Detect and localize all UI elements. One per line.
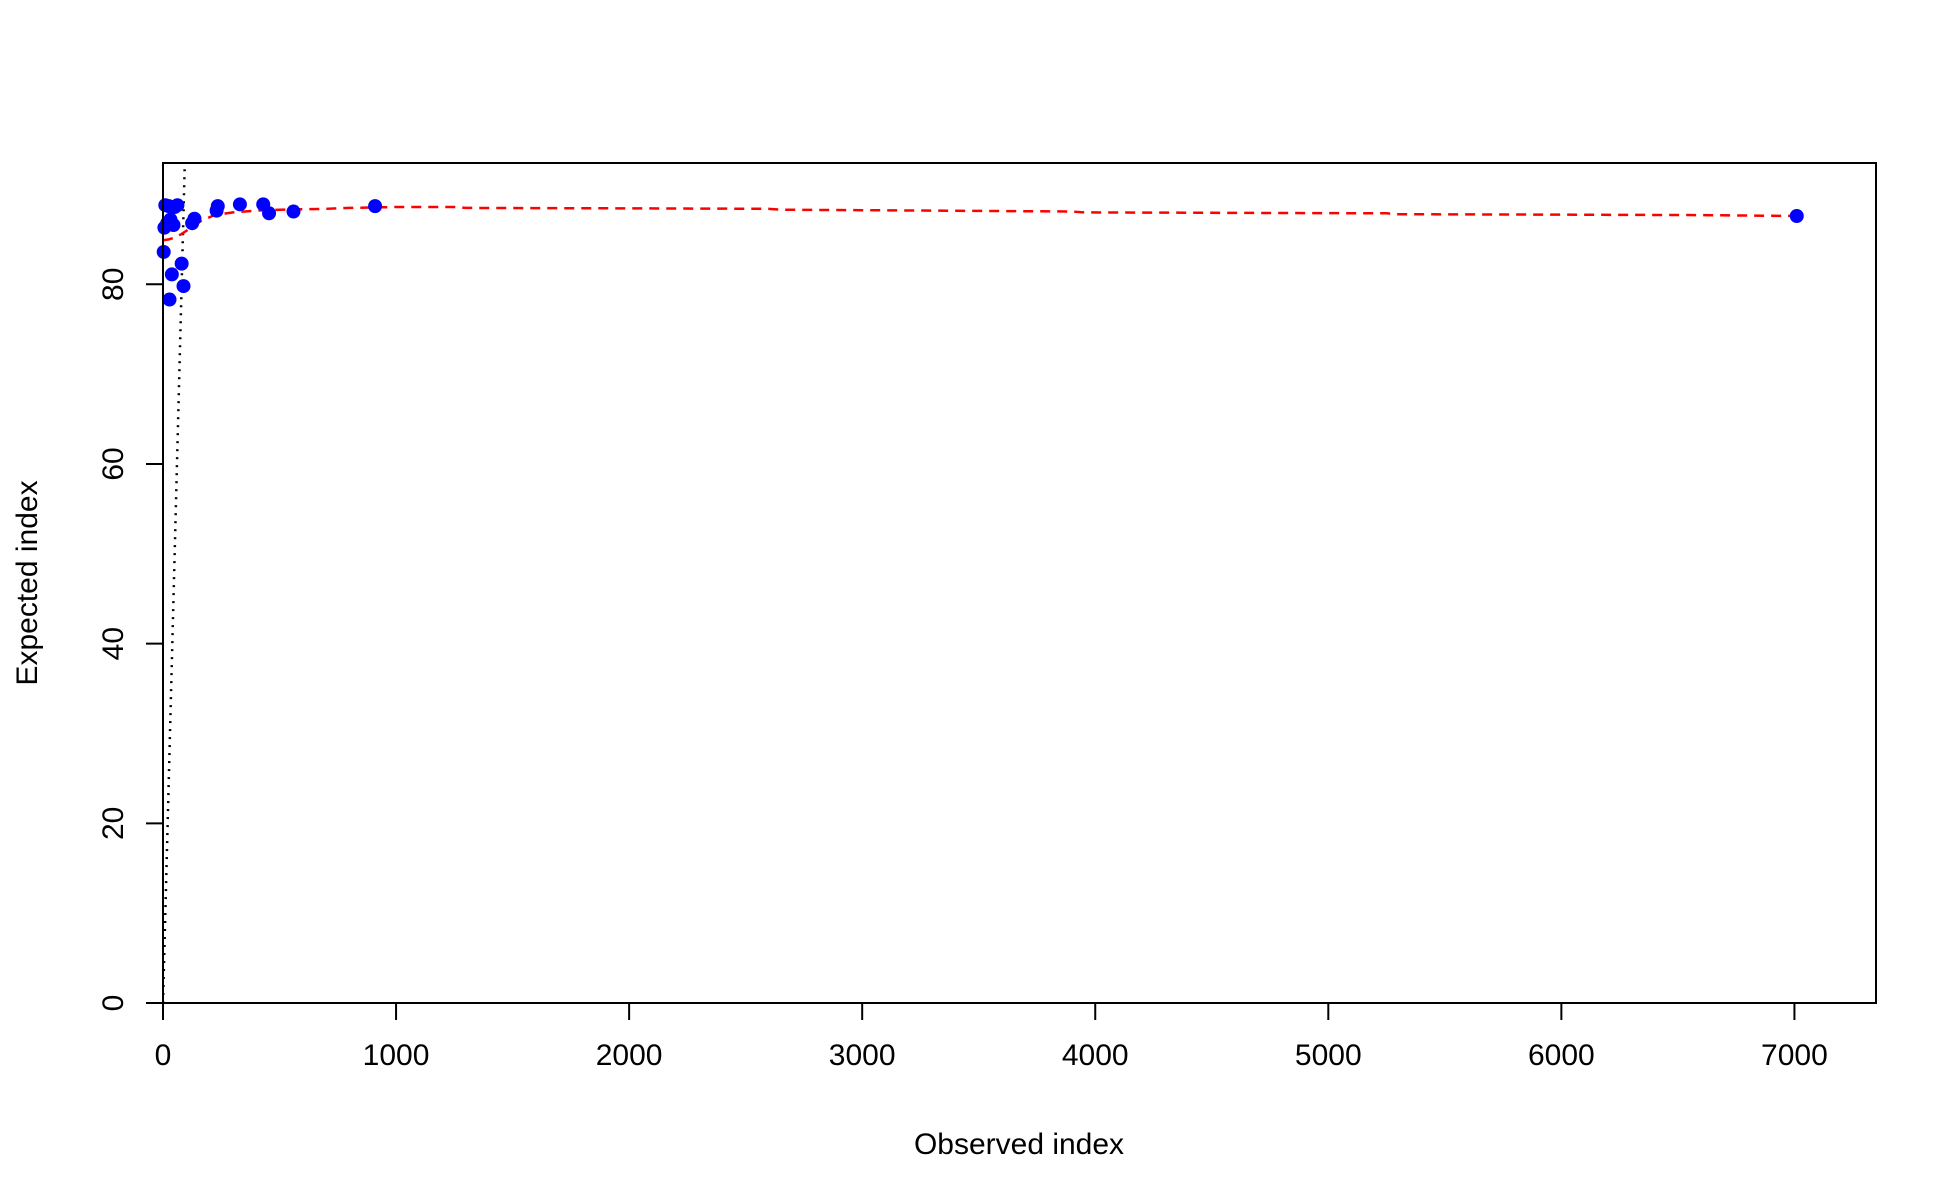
x-tick-label: 0	[155, 1039, 172, 1072]
x-tick-label: 7000	[1761, 1039, 1828, 1072]
data-point	[232, 197, 247, 212]
data-point	[187, 211, 202, 226]
y-tick-label: 80	[97, 268, 130, 301]
x-tick-label: 4000	[1062, 1039, 1129, 1072]
points-layer	[156, 197, 1804, 307]
y-tick-label: 20	[97, 807, 130, 840]
data-point	[368, 199, 383, 214]
y-axis: 0 20 40 60 80	[97, 268, 163, 1012]
x-axis: 0 1000 2000 3000 4000 5000 6000 7000	[155, 1003, 1828, 1072]
data-point	[176, 279, 191, 294]
data-point	[166, 217, 181, 232]
y-tick-label: 0	[97, 995, 130, 1012]
x-tick-label: 1000	[363, 1039, 430, 1072]
x-tick-label: 2000	[596, 1039, 663, 1072]
y-axis-title: Expected index	[11, 480, 44, 685]
data-point	[262, 206, 277, 221]
data-point	[286, 204, 301, 219]
data-point	[170, 198, 185, 213]
plot-frame	[162, 162, 1877, 1004]
y-tick-label: 60	[97, 447, 130, 480]
data-point	[210, 199, 225, 214]
y-tick-label: 40	[97, 627, 130, 660]
x-axis-title: Observed index	[914, 1128, 1124, 1161]
data-point	[162, 292, 177, 307]
x-tick-label: 3000	[829, 1039, 896, 1072]
x-tick-label: 6000	[1528, 1039, 1595, 1072]
data-point	[164, 267, 179, 282]
data-point	[174, 256, 189, 271]
x-tick-label: 5000	[1295, 1039, 1362, 1072]
data-point	[1789, 209, 1804, 224]
